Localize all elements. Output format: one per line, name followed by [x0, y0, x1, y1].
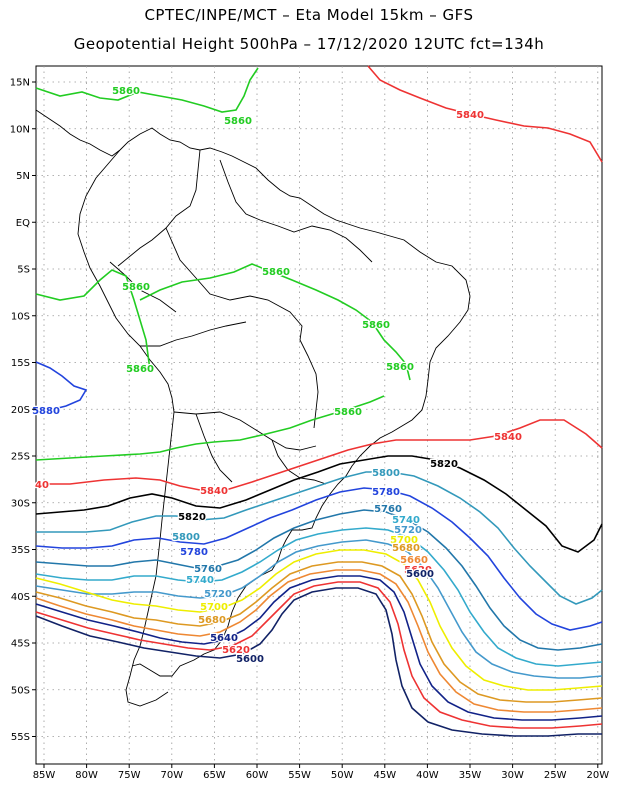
- latitude-label: 50S: [11, 685, 30, 696]
- longitude-label: 65W: [203, 770, 226, 781]
- contour-5800: [36, 471, 603, 605]
- map-title: CPTEC/INPE/MCT – Eta Model 15km – GFS: [144, 6, 474, 24]
- longitude-label: 85W: [33, 770, 56, 781]
- latitude-label: 45S: [11, 639, 30, 650]
- contour-label-5820: 5820: [430, 459, 458, 470]
- contour-label-5680: 5680: [198, 615, 226, 626]
- contour-5780: [35, 487, 603, 631]
- contour-label-5600: 5600: [236, 654, 264, 665]
- latitude-label: 25S: [11, 452, 30, 463]
- contour-label-5620: 5620: [404, 565, 432, 576]
- longitude-label: 70W: [160, 770, 183, 781]
- contour-label-5860: 5860: [126, 364, 154, 375]
- axis-ticks: 15N 10N 5N EQ 5S 10S 15S 20S 25S 30S 35S 40S 45S 50S 5…: [10, 78, 609, 782]
- contour-5760: [35, 509, 603, 651]
- map-subtitle: Geopotential Height 500hPa – 17/12/2020 …: [73, 35, 545, 53]
- contour-label-5780: 5880: [32, 406, 60, 417]
- contour-label-5680: 5680: [392, 543, 420, 554]
- contour-5780: [35, 361, 88, 413]
- contour-label-5840: 40: [35, 480, 49, 491]
- latitude-label: EQ: [16, 218, 30, 229]
- latitude-label: 5S: [17, 265, 30, 276]
- contour-label-5600: 5600: [406, 569, 434, 580]
- longitude-label: 45W: [373, 770, 396, 781]
- contour-5620: [35, 581, 603, 729]
- contour-5680: [35, 561, 603, 703]
- contour-label-5800: 5800: [172, 532, 200, 543]
- contour-5860: [139, 263, 411, 381]
- latitude-label: 20S: [11, 405, 30, 416]
- contour-label-5740: 5740: [186, 575, 214, 586]
- contour-label-5820: 5820: [178, 512, 206, 523]
- longitude-label: 60W: [246, 770, 269, 781]
- contour-5860: [35, 67, 259, 113]
- contour-5740: [35, 527, 603, 667]
- contour-5640: [35, 575, 603, 721]
- contour-label-5860: 5860: [334, 407, 362, 418]
- longitude-label: 35W: [459, 770, 482, 781]
- contour-label-5700: 5700: [390, 535, 418, 546]
- contour-5840: [36, 419, 603, 491]
- contour-label-5720: 5720: [204, 589, 232, 600]
- contour-5840: [367, 65, 603, 163]
- contour-label-5860: 5860: [122, 282, 150, 293]
- contour-5600: [35, 587, 602, 737]
- latitude-label: 30S: [11, 498, 30, 509]
- contour-5860: [35, 269, 151, 371]
- latitude-label: 15S: [11, 358, 30, 369]
- contour-label-5840: 5840: [200, 486, 228, 497]
- contour-label-5780: 5780: [372, 487, 400, 498]
- longitude-label: 50W: [331, 770, 354, 781]
- contour-label-5840: 5840: [494, 432, 522, 443]
- height-contours: [35, 65, 603, 737]
- longitude-label: 75W: [118, 770, 141, 781]
- contour-label-5800: 5800: [372, 468, 400, 479]
- coastlines: [35, 109, 471, 707]
- latitude-label: 55S: [11, 732, 30, 743]
- longitude-label: 40W: [416, 770, 439, 781]
- longitude-label: 80W: [75, 770, 98, 781]
- latitude-label: 15N: [10, 78, 30, 89]
- contour-5820: [35, 455, 603, 553]
- latitude-label: 35S: [11, 545, 30, 556]
- latitude-label: 10S: [11, 311, 30, 322]
- contour-label-5860: 5860: [362, 320, 390, 331]
- contour-label-5860: 5860: [386, 362, 414, 373]
- contour-label-5860: 5860: [112, 86, 140, 97]
- contour-5860: [35, 395, 385, 461]
- contour-label-5760: 5760: [374, 504, 402, 515]
- contour-label-5620: 5620: [222, 645, 250, 656]
- longitude-label: 20W: [586, 770, 609, 781]
- latitude-label: 10N: [10, 124, 30, 135]
- latitude-label: 5N: [16, 171, 30, 182]
- contour-label-5860: 5860: [224, 116, 252, 127]
- contour-label-5700: 5700: [200, 602, 228, 613]
- longitude-label: 30W: [501, 770, 524, 781]
- graticule: [36, 66, 602, 764]
- contour-label-5660: 5660: [400, 555, 428, 566]
- contour-label-5720: 5720: [394, 525, 422, 536]
- contour-5660: [35, 569, 603, 713]
- contour-5700: [35, 549, 603, 691]
- longitude-label: 55W: [288, 770, 311, 781]
- contour-label-5760: 5760: [194, 564, 222, 575]
- contour-label-5640: 5640: [210, 633, 238, 644]
- map-frame: [35, 65, 603, 765]
- contour-label-5740: 5740: [392, 515, 420, 526]
- longitude-label: 25W: [544, 770, 567, 781]
- contour-label-5780: 5780: [180, 547, 208, 558]
- contour-labels: 5860 5860 5860 5860 5860 5860 5860 5860 5840 5840…: [31, 85, 523, 667]
- latitude-label: 40S: [11, 592, 30, 603]
- contour-label-5860: 5860: [262, 267, 290, 278]
- contour-5720: [35, 539, 603, 679]
- contour-label-5840: 5840: [456, 110, 484, 121]
